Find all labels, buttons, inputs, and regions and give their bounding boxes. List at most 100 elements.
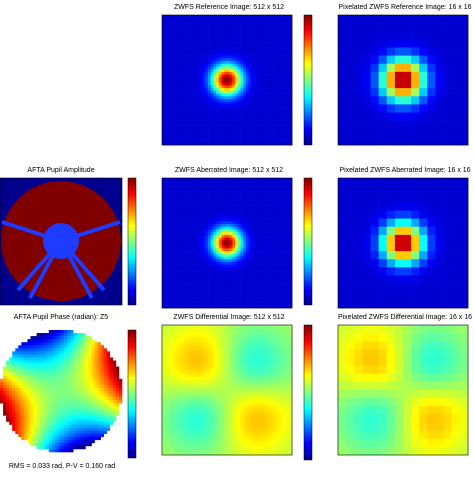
pixel xyxy=(227,131,231,135)
pixel xyxy=(183,23,187,27)
pixel xyxy=(427,23,436,32)
pixel xyxy=(248,31,252,35)
pixel xyxy=(208,196,212,200)
pixel xyxy=(218,98,222,102)
pixel xyxy=(289,47,293,51)
pixel xyxy=(251,218,255,222)
pixel xyxy=(254,109,258,113)
pixel xyxy=(213,205,217,209)
pixel xyxy=(172,104,176,108)
pixel xyxy=(175,136,179,140)
pixel xyxy=(210,33,214,37)
pixel xyxy=(370,178,379,187)
pixel xyxy=(256,126,260,130)
pixel xyxy=(403,71,412,81)
pixel xyxy=(178,202,182,206)
pixel xyxy=(281,205,285,209)
pixel xyxy=(362,120,371,130)
pixel xyxy=(170,117,174,121)
pixel xyxy=(202,286,206,290)
pixel xyxy=(197,294,201,298)
pixel xyxy=(167,36,171,40)
pixel xyxy=(183,55,187,59)
pixel xyxy=(243,31,247,35)
pixel xyxy=(235,77,239,81)
pixel xyxy=(208,20,212,24)
pixel xyxy=(183,243,187,247)
pixel xyxy=(170,55,174,59)
pixel xyxy=(213,270,217,274)
pixel xyxy=(283,33,287,37)
pixel xyxy=(338,136,347,146)
pixel xyxy=(194,207,198,211)
pixel xyxy=(283,245,287,249)
pixel xyxy=(218,90,222,94)
pixel xyxy=(270,302,274,306)
pixel xyxy=(162,229,166,233)
pixel xyxy=(224,289,228,293)
pixel xyxy=(189,47,193,51)
pixel xyxy=(235,123,239,127)
pixel xyxy=(202,180,206,184)
pixel xyxy=(267,264,271,268)
pixel xyxy=(162,77,166,81)
pixel xyxy=(259,270,263,274)
pixel xyxy=(197,261,201,265)
pixel xyxy=(213,20,217,24)
pixel xyxy=(289,31,293,35)
pixel xyxy=(205,218,209,222)
pixel xyxy=(459,39,469,48)
pixel xyxy=(180,229,184,233)
pixel xyxy=(270,131,274,135)
pixel xyxy=(164,139,168,143)
pixel xyxy=(354,186,363,195)
pixel xyxy=(191,234,195,238)
pixel xyxy=(262,98,266,102)
pixel xyxy=(254,256,258,260)
pixel xyxy=(248,234,252,238)
pixel xyxy=(270,221,274,225)
pixel xyxy=(189,80,193,84)
pixel xyxy=(237,17,241,21)
pixel xyxy=(189,63,193,67)
pixel xyxy=(237,69,241,73)
pixel xyxy=(221,202,225,206)
pixel xyxy=(275,42,279,46)
pixel xyxy=(162,251,166,255)
pixel xyxy=(164,28,168,32)
pixel xyxy=(362,23,371,32)
pixel xyxy=(264,25,268,29)
pixel xyxy=(227,199,231,203)
pixel xyxy=(275,232,279,236)
pixel xyxy=(218,96,222,100)
pixel xyxy=(213,299,217,303)
pixel xyxy=(278,142,282,146)
pixel xyxy=(189,120,193,124)
pixel xyxy=(281,20,285,24)
pixel xyxy=(286,188,290,192)
pixel xyxy=(237,74,241,78)
pixel xyxy=(162,17,166,21)
pixel xyxy=(162,139,166,143)
pixel xyxy=(180,286,184,290)
pixel xyxy=(205,109,209,113)
pixel xyxy=(256,77,260,81)
pixel xyxy=(213,183,217,187)
pixel xyxy=(443,63,453,73)
pixel xyxy=(224,305,228,309)
pixel xyxy=(248,71,252,75)
pixel xyxy=(210,210,214,214)
pixel xyxy=(264,80,268,84)
pixel xyxy=(208,183,212,187)
pixel xyxy=(248,28,252,32)
pixel xyxy=(194,131,198,135)
pixel xyxy=(286,63,290,67)
pixel xyxy=(218,183,222,187)
pixel xyxy=(264,272,268,276)
pixel xyxy=(248,305,252,309)
pixel xyxy=(243,33,247,37)
pixel xyxy=(170,134,174,138)
pixel xyxy=(232,25,236,29)
pixel xyxy=(370,55,379,65)
pixel xyxy=(248,15,252,19)
